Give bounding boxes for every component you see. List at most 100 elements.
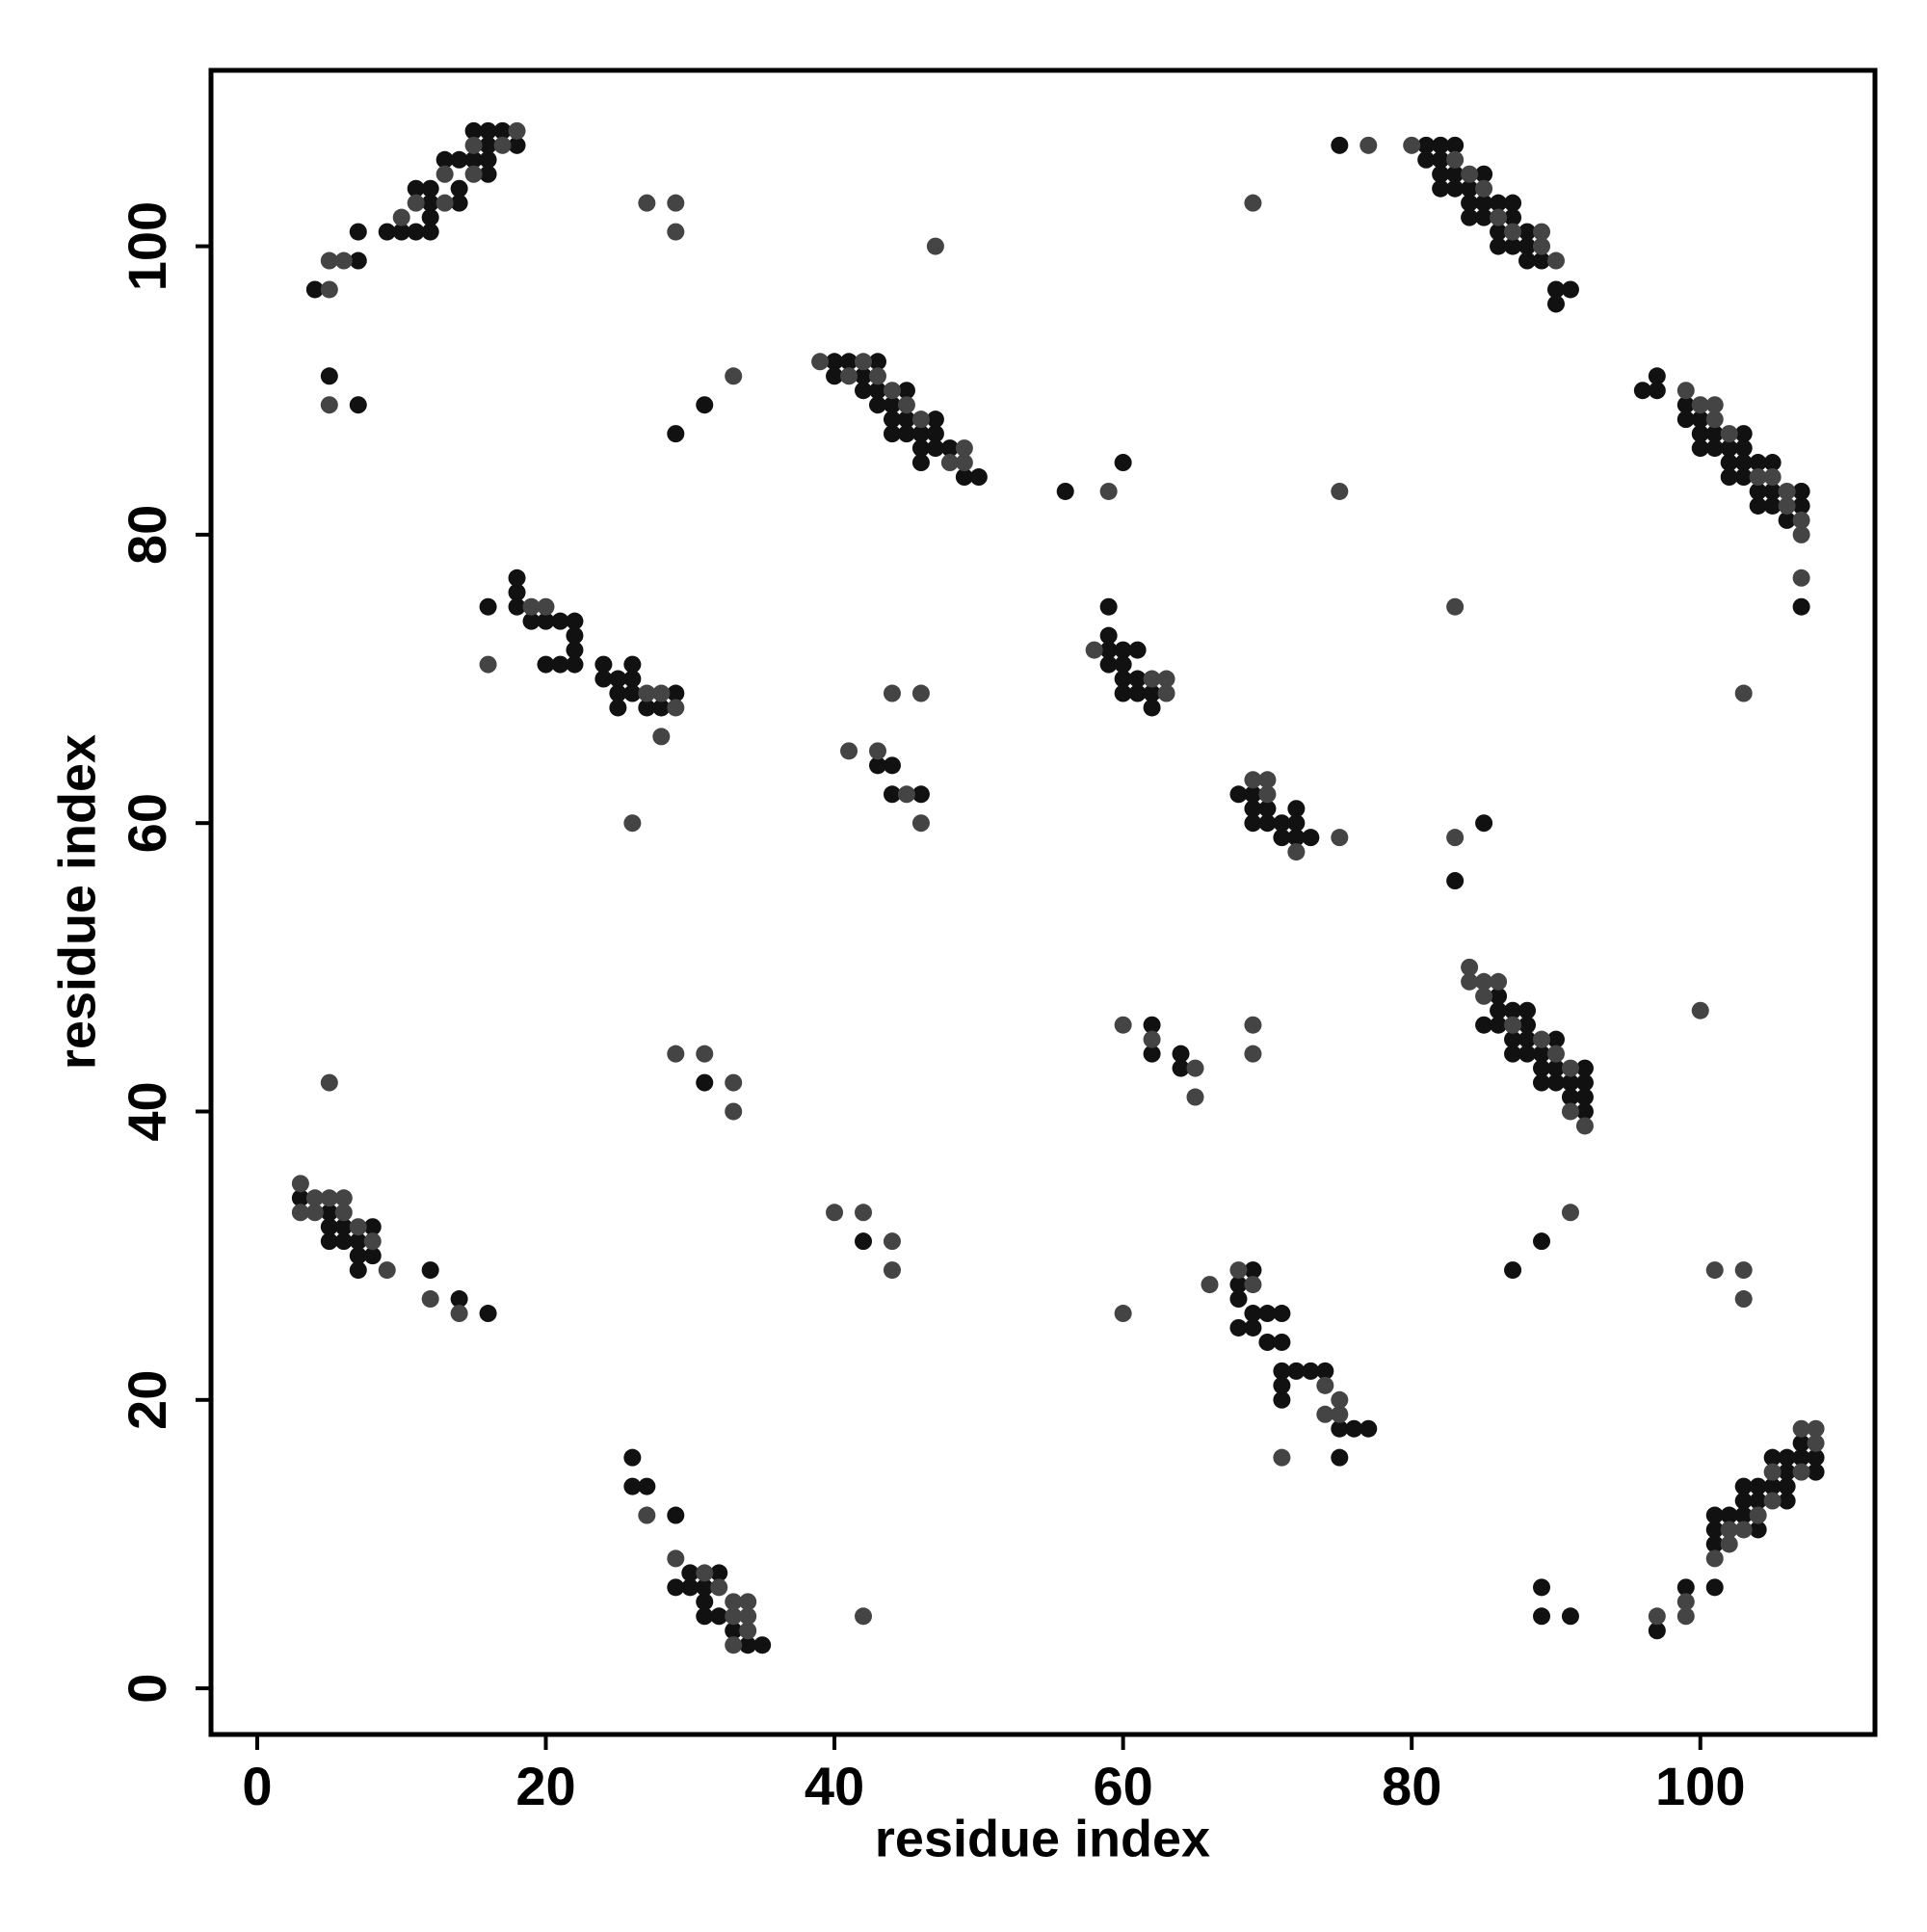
point: [320, 1189, 338, 1207]
point: [1273, 1305, 1291, 1323]
point: [1244, 1016, 1262, 1034]
point: [1561, 280, 1579, 299]
point: [464, 165, 483, 183]
point: [320, 367, 338, 385]
point: [1749, 482, 1767, 500]
point: [1676, 1578, 1695, 1597]
point: [1792, 597, 1810, 616]
point: [1490, 987, 1508, 1005]
point: [407, 223, 425, 241]
point: [291, 1175, 309, 1193]
point: [436, 150, 454, 169]
point: [1763, 1492, 1782, 1510]
point: [1172, 1059, 1190, 1077]
point: [681, 1578, 700, 1597]
point: [392, 223, 410, 241]
point: [363, 1247, 382, 1265]
point: [667, 684, 685, 702]
point: [1114, 655, 1132, 674]
point: [349, 1261, 367, 1280]
point: [840, 742, 858, 760]
point: [1734, 425, 1753, 443]
point: [1244, 1045, 1262, 1063]
point: [349, 1218, 367, 1236]
point: [1676, 396, 1695, 414]
point: [1504, 237, 1522, 255]
point: [320, 1073, 338, 1092]
point: [1461, 208, 1479, 226]
point: [537, 655, 555, 674]
point: [1807, 1448, 1825, 1467]
point: [1676, 410, 1695, 429]
point: [1792, 525, 1810, 543]
x-tick-label: 80: [1382, 1756, 1441, 1816]
point: [667, 1045, 685, 1063]
point: [1446, 179, 1465, 198]
point: [349, 396, 367, 414]
point: [855, 367, 873, 385]
point: [479, 150, 497, 169]
point: [1446, 150, 1465, 169]
point: [1575, 1117, 1594, 1135]
point: [493, 121, 512, 140]
point: [1749, 1477, 1767, 1495]
point: [826, 367, 844, 385]
point: [479, 597, 497, 616]
y-tick-label: 80: [117, 505, 177, 565]
point: [334, 1232, 353, 1251]
x-tick-label: 20: [515, 1756, 575, 1816]
point: [522, 597, 541, 616]
point: [1504, 1001, 1522, 1019]
point: [1504, 223, 1522, 241]
x-tick-label: 40: [805, 1756, 864, 1816]
point: [1128, 670, 1147, 688]
point: [1331, 482, 1349, 500]
point: [1705, 1506, 1724, 1524]
point: [1734, 454, 1753, 472]
point: [566, 626, 584, 645]
point: [1778, 1448, 1796, 1467]
point: [667, 1578, 685, 1597]
point: [1705, 396, 1724, 414]
point: [320, 1218, 338, 1236]
point: [1792, 1463, 1810, 1481]
point: [1114, 1016, 1132, 1034]
point: [1518, 1045, 1537, 1063]
point: [1114, 670, 1132, 688]
point: [855, 1204, 873, 1222]
point: [1763, 1477, 1782, 1495]
point: [1403, 136, 1421, 154]
point: [911, 684, 930, 702]
point: [1099, 641, 1118, 659]
point: [1763, 496, 1782, 515]
point: [1778, 1492, 1796, 1510]
point: [1099, 597, 1118, 616]
point: [1114, 454, 1132, 472]
point: [609, 684, 627, 702]
point: [1128, 684, 1147, 702]
point: [955, 454, 973, 472]
point: [855, 382, 873, 400]
point: [811, 353, 830, 371]
point: [1490, 208, 1508, 226]
y-tick-label: 60: [117, 793, 177, 853]
point: [1417, 150, 1436, 169]
point: [926, 425, 944, 443]
point: [883, 425, 901, 443]
point: [1490, 237, 1508, 255]
point: [1475, 987, 1493, 1005]
point: [1056, 482, 1074, 500]
point: [334, 1204, 353, 1222]
point: [1533, 251, 1551, 270]
point: [1186, 1088, 1204, 1106]
point: [1546, 295, 1565, 313]
point: [436, 165, 454, 183]
point: [1561, 1059, 1579, 1077]
point: [1734, 1506, 1753, 1524]
point: [1518, 1016, 1537, 1034]
point: [1533, 1030, 1551, 1048]
point: [826, 1204, 844, 1222]
point: [883, 785, 901, 804]
point: [1432, 150, 1450, 169]
